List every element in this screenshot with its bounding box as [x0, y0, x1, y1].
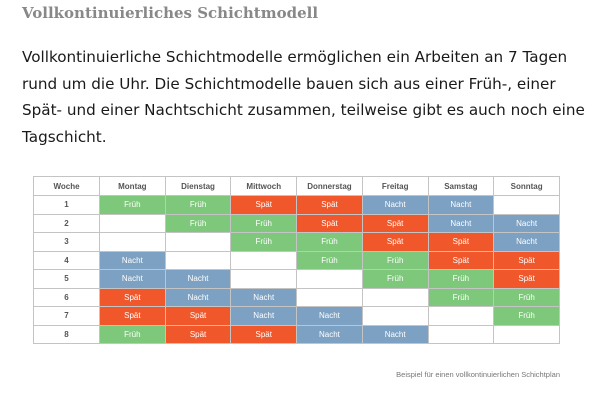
- shift-cell: Früh: [427, 287, 495, 307]
- table-row: 2 Früh Früh Spät Spät Nacht Nacht: [33, 213, 560, 233]
- table-row: 1 Früh Früh Spät Spät Nacht Nacht: [33, 195, 560, 215]
- free-cell: [296, 269, 363, 289]
- shift-cell: Nacht: [164, 287, 232, 307]
- header-day: Dienstag: [164, 176, 232, 196]
- week-number: 4: [33, 250, 100, 270]
- shift-cell: Früh: [99, 195, 166, 215]
- free-cell: [296, 287, 363, 307]
- shift-cell: Nacht: [427, 195, 495, 215]
- week-number: 2: [33, 213, 100, 233]
- shift-cell: Spät: [164, 324, 232, 344]
- week-number: 3: [33, 232, 100, 252]
- shift-cell: Früh: [164, 195, 232, 215]
- shift-cell: Spät: [99, 287, 166, 307]
- shift-cell: Nacht: [296, 306, 363, 326]
- shift-cell: Nacht: [99, 250, 166, 270]
- table-header-row: Woche Montag Dienstag Mittwoch Donnersta…: [33, 176, 560, 196]
- header-day: Montag: [99, 176, 166, 196]
- shift-cell: Spät: [99, 306, 166, 326]
- shift-cell: Früh: [296, 250, 363, 270]
- shift-cell: Nacht: [230, 306, 298, 326]
- header-day: Freitag: [361, 176, 429, 196]
- shift-cell: Spät: [493, 250, 560, 270]
- shift-cell: Früh: [296, 232, 363, 252]
- shift-cell: Früh: [164, 213, 232, 233]
- shift-cell: Früh: [493, 306, 560, 326]
- shift-cell: Spät: [361, 232, 429, 252]
- week-number: 6: [33, 287, 100, 307]
- intro-line: rund um die Uhr. Die Schichtmodelle baue…: [22, 74, 556, 93]
- free-cell: [99, 213, 166, 233]
- shift-cell: Früh: [99, 324, 166, 344]
- shift-cell: Früh: [427, 269, 495, 289]
- free-cell: [427, 306, 495, 326]
- week-number: 1: [33, 195, 100, 215]
- free-cell: [164, 232, 232, 252]
- shift-cell: Nacht: [361, 195, 429, 215]
- free-cell: [230, 269, 298, 289]
- shift-cell: Spät: [296, 213, 363, 233]
- table-row: 4 Nacht Früh Früh Spät Spät: [33, 250, 560, 270]
- shift-cell: Spät: [427, 250, 495, 270]
- table-row: 5 Nacht Nacht Früh Früh Spät: [33, 269, 560, 289]
- table-row: 3 Früh Früh Spät Spät Nacht: [33, 232, 560, 252]
- header-day: Sonntag: [493, 176, 560, 196]
- page-title: Vollkontinuierliches Schichtmodell: [22, 4, 319, 22]
- table-row: 8 Früh Spät Spät Nacht Nacht: [33, 324, 560, 344]
- shift-cell: Spät: [230, 324, 298, 344]
- header-day: Donnerstag: [296, 176, 363, 196]
- header-week: Woche: [33, 176, 100, 196]
- shift-cell: Früh: [230, 232, 298, 252]
- shift-cell: Nacht: [164, 269, 232, 289]
- shift-cell: Nacht: [427, 213, 495, 233]
- shift-plan-table: Woche Montag Dienstag Mittwoch Donnersta…: [33, 176, 560, 344]
- shift-cell: Früh: [361, 250, 429, 270]
- intro-paragraph: Vollkontinuierliche Schichtmodelle ermög…: [22, 44, 585, 150]
- header-day: Mittwoch: [230, 176, 298, 196]
- free-cell: [361, 306, 429, 326]
- shift-cell: Nacht: [230, 287, 298, 307]
- header-day: Samstag: [427, 176, 495, 196]
- shift-cell: Früh: [361, 269, 429, 289]
- shift-cell: Nacht: [296, 324, 363, 344]
- intro-line: Spät- und einer Nachtschicht zusammen, t…: [22, 101, 585, 119]
- shift-cell: Spät: [296, 195, 363, 215]
- shift-cell: Spät: [164, 306, 232, 326]
- shift-cell: Spät: [427, 232, 495, 252]
- week-number: 8: [33, 324, 100, 344]
- shift-cell: Nacht: [361, 324, 429, 344]
- intro-line: Vollkontinuierliche Schichtmodelle ermög…: [22, 48, 568, 66]
- week-number: 7: [33, 306, 100, 326]
- shift-cell: Früh: [230, 213, 298, 233]
- free-cell: [230, 250, 298, 270]
- free-cell: [493, 324, 560, 344]
- shift-cell: Spät: [230, 195, 298, 215]
- free-cell: [99, 232, 166, 252]
- free-cell: [164, 250, 232, 270]
- week-number: 5: [33, 269, 100, 289]
- table-row: 7 Spät Spät Nacht Nacht Früh: [33, 306, 560, 326]
- shift-cell: Spät: [493, 269, 560, 289]
- free-cell: [493, 195, 560, 215]
- free-cell: [427, 324, 495, 344]
- shift-cell: Früh: [493, 287, 560, 307]
- shift-cell: Nacht: [493, 232, 560, 252]
- table-row: 6 Spät Nacht Nacht Früh Früh: [33, 287, 560, 307]
- shift-cell: Spät: [361, 213, 429, 233]
- shift-cell: Nacht: [99, 269, 166, 289]
- free-cell: [361, 287, 429, 307]
- shift-cell: Nacht: [493, 213, 560, 233]
- intro-line: Tagschicht.: [22, 127, 107, 146]
- table-caption: Beispiel für einen vollkontinuierlichen …: [396, 370, 560, 379]
